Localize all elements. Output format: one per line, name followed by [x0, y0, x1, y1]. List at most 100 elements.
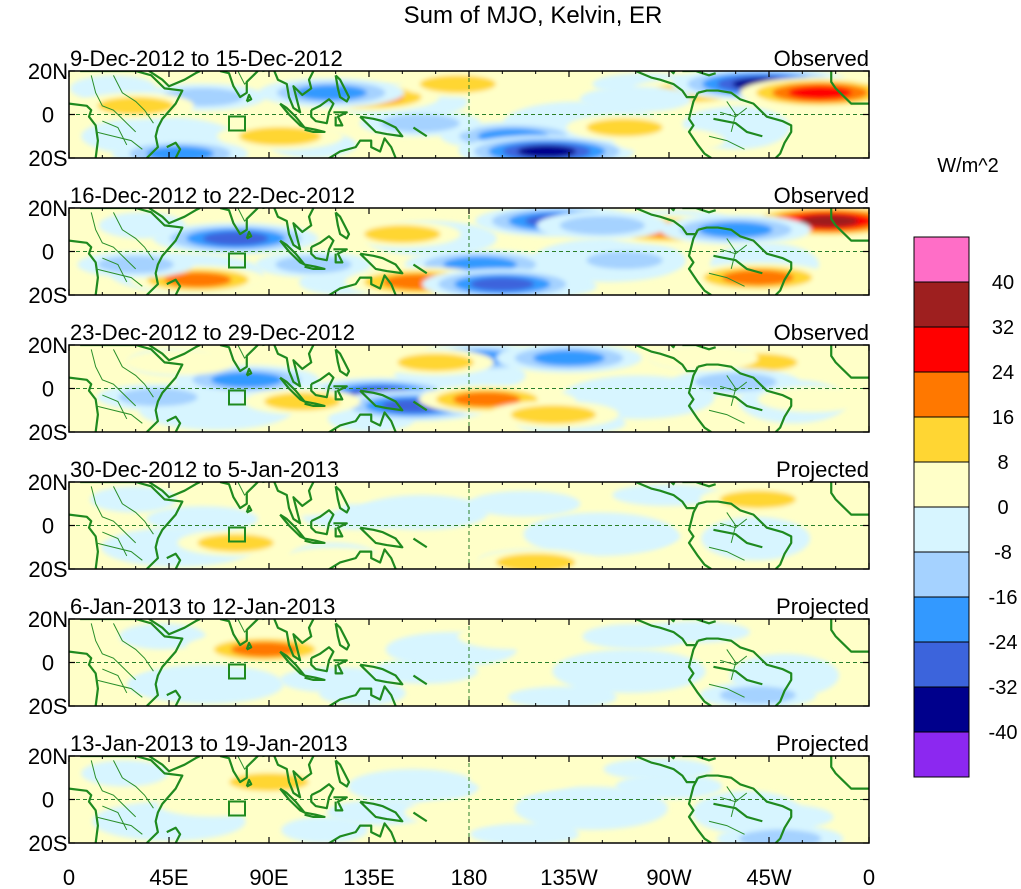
- country-border: [708, 135, 745, 150]
- panel-status-label: Observed: [774, 320, 869, 345]
- anomaly-blob: [579, 86, 692, 113]
- anomaly-field: [69, 71, 869, 158]
- coastline: [310, 783, 335, 810]
- anomaly-blob: [510, 405, 597, 424]
- x-tick-label: 45E: [149, 865, 188, 889]
- coastline: [713, 528, 763, 549]
- coastline: [166, 278, 182, 295]
- colorbar: 40 32 24 16 8 0 -8 -16 -24 -32 -40: [913, 236, 1018, 778]
- coastline: [80, 345, 184, 432]
- coastline: [359, 389, 404, 412]
- coastline: [304, 811, 326, 819]
- y-tick-label: 0: [42, 103, 54, 128]
- coastline: [687, 229, 712, 295]
- panel-status-label: Projected: [776, 731, 869, 756]
- anomaly-blob: [698, 222, 773, 238]
- coastline: [713, 665, 763, 686]
- coastline: [334, 759, 351, 788]
- country-border: [102, 120, 128, 146]
- y-tick-label: 20S: [28, 557, 67, 582]
- coastline: [830, 71, 869, 105]
- coastline: [80, 71, 184, 158]
- colorbar-swatch: [913, 236, 970, 283]
- anomaly-blob: [615, 773, 723, 800]
- coastline: [669, 345, 676, 349]
- anomaly-blob: [470, 277, 535, 291]
- weak-negative-region: [552, 649, 706, 693]
- coastline: [697, 89, 793, 158]
- coastline: [635, 756, 699, 784]
- panel-status-label: Projected: [776, 594, 869, 619]
- country-border: [102, 394, 128, 420]
- panel-status-label: Observed: [774, 46, 869, 71]
- country-border: [90, 623, 137, 681]
- coastline: [333, 385, 348, 401]
- country-border: [95, 816, 143, 835]
- country-border: [719, 244, 748, 255]
- anomaly-blob: [468, 490, 581, 517]
- coastline: [245, 230, 253, 240]
- country-border: [708, 546, 745, 561]
- weak-negative-region: [347, 769, 480, 804]
- anomaly-blob: [203, 231, 269, 246]
- anomaly-blob: [197, 534, 274, 552]
- anomaly-blob: [646, 345, 759, 371]
- panels: 20N 0 20S 9-Dec-2012 to 15-Dec-2012 Observed…: [28, 46, 870, 856]
- anomaly-blob: [126, 671, 234, 697]
- coastline: [262, 756, 315, 799]
- coastlines: [69, 619, 869, 706]
- coastline: [669, 208, 676, 212]
- coastline: [310, 235, 335, 262]
- panel-status-label: Observed: [774, 183, 869, 208]
- y-tick-label: 20S: [28, 420, 67, 445]
- coastline: [687, 366, 712, 432]
- anomaly-blob: [586, 118, 663, 137]
- anomaly-blob: [719, 490, 797, 509]
- panel-period-label: 6-Jan-2013 to 12-Jan-2013: [70, 594, 335, 619]
- panel-4: 20N 0 20S 30-Dec-2012 to 5-Jan-2013 Projecte…: [28, 457, 870, 582]
- coastline: [713, 254, 763, 275]
- anomaly-blob: [453, 391, 521, 407]
- anomaly-blob: [419, 75, 497, 93]
- colorbar-level-label: 16: [992, 407, 1014, 429]
- coastline: [697, 363, 793, 432]
- x-tick-label: 0: [863, 865, 875, 889]
- y-tick-label: 20N: [28, 607, 68, 632]
- coastline: [412, 400, 428, 412]
- anomaly-blob: [118, 388, 198, 407]
- anomaly-blob: [97, 96, 174, 115]
- coastline: [830, 208, 869, 242]
- region-box: [228, 389, 246, 406]
- coastline: [148, 71, 201, 88]
- colorbar-swatch: [913, 461, 970, 508]
- colorbar-swatch: [913, 731, 970, 778]
- colorbar-level-label: -16: [989, 587, 1018, 609]
- coastline: [669, 482, 676, 486]
- coastline: [334, 622, 351, 651]
- country-border: [237, 345, 254, 359]
- anomaly-blob: [468, 764, 581, 791]
- coastline: [80, 756, 184, 843]
- anomaly-blob: [694, 372, 777, 392]
- country-border: [719, 792, 748, 803]
- colorbar-level-label: 40: [992, 272, 1014, 294]
- coastline: [359, 800, 404, 823]
- panel-3: 20N 0 20S 23-Dec-2012 to 29-Dec-2012 Observe…: [28, 320, 870, 445]
- coastline: [334, 348, 351, 377]
- colorbar-swatch: [913, 641, 970, 688]
- coastline: [687, 640, 712, 706]
- coastline: [69, 513, 99, 569]
- anomaly-blob: [275, 255, 352, 274]
- coastline: [697, 226, 793, 295]
- colorbar-level-label: -32: [989, 677, 1018, 699]
- country-border: [90, 75, 137, 133]
- coastline: [148, 619, 201, 636]
- anomaly-blob: [211, 372, 283, 388]
- coastline: [334, 485, 351, 514]
- coastline: [80, 208, 184, 295]
- coastline: [830, 482, 869, 516]
- coastline: [412, 537, 428, 549]
- panel-status-label: Projected: [776, 457, 869, 482]
- y-tick-label: 20N: [28, 470, 68, 495]
- panel-period-label: 23-Dec-2012 to 29-Dec-2012: [70, 320, 355, 345]
